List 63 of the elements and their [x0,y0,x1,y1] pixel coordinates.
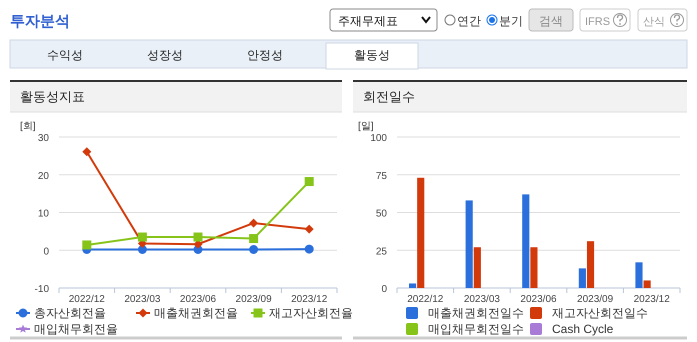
bar [586,241,594,288]
text: 활동성 [354,48,390,62]
text: 검색 [539,14,563,28]
chart-title: 활동성지표 [20,89,85,104]
point [304,224,314,234]
text: 분기 [499,14,523,28]
legend-label: 매출채권회전율 [154,306,238,320]
y-tick-label: -10 [34,284,50,295]
text: 투자분석 [10,13,70,30]
point [304,177,314,186]
y-tick-label: 0 [381,284,388,295]
y-tick-label: 30 [38,133,50,144]
text: 성장성 [147,48,183,62]
bar [530,247,538,288]
bar [409,283,416,288]
text: IFRS [585,16,610,28]
bar [635,262,643,288]
y-axis-title: [일] [358,121,374,132]
bar [522,194,530,288]
x-tick-label: 2022/12 [407,294,444,305]
bar [466,200,473,288]
text: 산식 [643,16,665,28]
legend-label: 재고자산회전일수 [552,306,648,320]
y-tick-label: 25 [376,246,388,258]
x-tick-label: 2023/09 [577,294,614,305]
legend-label: 매입채무회전율 [34,322,118,336]
legend-label: Cash Cycle [552,322,614,336]
point [249,234,258,244]
text: 연간 [457,14,481,28]
x-tick-label: 2023/12 [291,294,328,305]
x-tick-label: 2023/06 [180,294,217,305]
legend-label: 총자산회전율 [34,306,106,320]
y-tick-label: 50 [376,208,388,220]
text: 안정성 [247,48,283,62]
text: 주재무제표 [338,14,398,28]
point [194,232,202,242]
x-tick-label: 2023/12 [634,294,670,305]
point [82,240,92,250]
x-tick-label: 2023/09 [236,294,272,305]
y-axis-title: [회] [20,121,36,132]
bar [578,268,586,288]
y-tick-label: 0 [43,246,50,258]
bar [474,247,481,288]
point [304,244,314,254]
y-tick-label: 10 [38,208,50,220]
bar [417,178,424,288]
y-tick-label: 20 [38,170,50,182]
legend-label: 매입채무회전일수 [428,322,524,336]
legend-label: 매출채권회전일수 [428,306,524,320]
x-tick-label: 2022/12 [68,294,106,305]
y-tick-label: 100 [370,133,388,144]
point [249,244,258,254]
point [138,232,147,242]
point [82,147,92,156]
point [249,218,258,228]
bar [644,280,651,288]
text: 수익성 [47,48,83,62]
x-tick-label: 2023/03 [124,294,161,305]
x-tick-label: 2023/03 [464,294,500,305]
chart-title: 회전일수 [363,89,415,104]
y-tick-label: 75 [376,170,388,182]
x-tick-label: 2023/06 [520,294,558,305]
legend-label: 재고자산회전율 [269,306,353,320]
